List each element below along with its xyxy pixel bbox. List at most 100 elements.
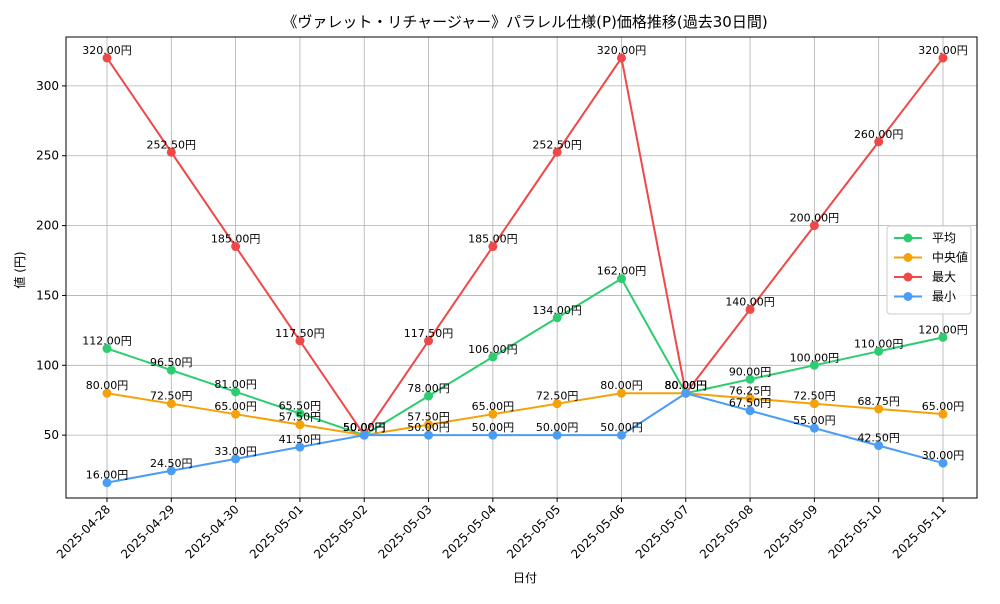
- plot-frame: [65, 36, 978, 499]
- y-tick-label: 50: [44, 428, 59, 442]
- grid: [66, 37, 977, 498]
- x-tick-label: 2025-05-08: [697, 502, 756, 561]
- data-label: 50.00円: [343, 421, 386, 434]
- data-label: 24.50円: [150, 457, 193, 470]
- x-tick-label: 2025-04-28: [54, 502, 113, 561]
- series-line: [106, 277, 944, 437]
- data-label: 65.00円: [922, 400, 965, 413]
- y-tick-label: 200: [36, 219, 59, 233]
- data-point: [102, 344, 112, 354]
- data-point: [938, 53, 948, 63]
- data-label: 78.00円: [407, 382, 450, 395]
- data-label: 41.50円: [279, 433, 322, 446]
- data-label: 80.00円: [665, 379, 708, 392]
- data-label: 80.00円: [86, 379, 129, 392]
- data-point: [809, 360, 819, 370]
- data-label: 80.00円: [600, 379, 643, 392]
- data-point: [424, 391, 434, 401]
- data-label: 100.00円: [790, 351, 840, 364]
- data-label: 320.00円: [597, 44, 647, 57]
- series-line: [106, 55, 944, 437]
- data-label: 50.00円: [343, 421, 386, 434]
- x-tick-label: 2025-05-01: [247, 502, 306, 561]
- data-label: 50.00円: [600, 421, 643, 434]
- data-point: [166, 147, 176, 157]
- data-point: [745, 393, 755, 403]
- data-point: [231, 387, 241, 397]
- y-tick-label: 150: [36, 288, 59, 302]
- y-axis-title: 値 (円): [12, 251, 27, 288]
- data-label: 42.50円: [857, 432, 900, 445]
- data-point: [616, 274, 626, 284]
- x-tick-label: 2025-05-05: [504, 502, 563, 561]
- x-tick-label: 2025-04-30: [183, 502, 242, 561]
- data-label: 65.00円: [472, 400, 515, 413]
- data-point: [102, 53, 112, 63]
- chart-title: 《ヴァレット・リチャージャー》パラレル仕様(P)価格推移(過去30日間): [282, 13, 767, 31]
- data-label: 68.75円: [857, 395, 900, 408]
- data-point: [166, 466, 176, 476]
- data-label: 50.00円: [343, 421, 386, 434]
- data-point: [616, 388, 626, 398]
- data-label: 80.00円: [665, 379, 708, 392]
- data-label: 320.00円: [918, 44, 968, 57]
- data-point: [938, 458, 948, 468]
- data-label: 185.00円: [468, 233, 518, 246]
- data-point: [552, 313, 562, 323]
- data-point: [809, 221, 819, 231]
- data-label: 16.00円: [86, 469, 129, 482]
- data-point: [295, 408, 305, 418]
- data-label: 50.00円: [472, 421, 515, 434]
- data-label: 117.50円: [404, 327, 454, 340]
- data-label: 81.00円: [214, 378, 257, 391]
- data-point: [424, 430, 434, 440]
- data-label: 90.00円: [729, 365, 772, 378]
- x-tick-label: 2025-05-02: [311, 502, 370, 561]
- data-label: 80.00円: [665, 379, 708, 392]
- legend-marker: [903, 292, 913, 301]
- data-point: [809, 423, 819, 433]
- data-label: 72.50円: [536, 390, 579, 403]
- data-label: 252.50円: [532, 138, 582, 151]
- data-label: 320.00円: [82, 44, 132, 57]
- data-point: [552, 399, 562, 409]
- data-label: 57.50円: [407, 411, 450, 424]
- data-point: [616, 53, 626, 63]
- data-point: [488, 352, 498, 362]
- data-point: [616, 430, 626, 440]
- data-point: [102, 478, 112, 488]
- data-label: 112.00円: [82, 335, 132, 348]
- data-label: 134.00円: [532, 304, 582, 317]
- data-label: 106.00円: [468, 343, 518, 356]
- data-label: 67.50円: [729, 397, 772, 410]
- data-label: 162.00円: [597, 265, 647, 278]
- data-label: 65.50円: [279, 399, 322, 412]
- data-label: 120.00円: [918, 323, 968, 336]
- y-tick-label: 100: [36, 358, 59, 372]
- data-point: [295, 442, 305, 452]
- data-label: 50.00円: [407, 421, 450, 434]
- data-point: [424, 336, 434, 346]
- data-label: 110.00円: [854, 337, 904, 350]
- data-point: [488, 242, 498, 252]
- data-label: 140.00円: [725, 295, 775, 308]
- data-point: [295, 420, 305, 430]
- data-label: 57.50円: [279, 411, 322, 424]
- y-tick-label: 250: [36, 149, 59, 163]
- data-point: [552, 430, 562, 440]
- data-point: [166, 365, 176, 375]
- data-point: [488, 430, 498, 440]
- data-label: 76.25円: [729, 384, 772, 397]
- data-point: [681, 388, 691, 398]
- data-point: [874, 404, 884, 414]
- data-label: 30.00円: [922, 449, 965, 462]
- series-line: [106, 392, 944, 484]
- data-point: [231, 409, 241, 419]
- data-point: [809, 399, 819, 409]
- x-tick-label: 2025-05-07: [633, 502, 692, 561]
- axes: 2025-04-28 2025-04-29 2025-04-30 2025-05-01…: [36, 36, 978, 561]
- data-label: 72.50円: [150, 390, 193, 403]
- data-point: [488, 409, 498, 419]
- x-tick-label: 2025-05-04: [440, 502, 499, 561]
